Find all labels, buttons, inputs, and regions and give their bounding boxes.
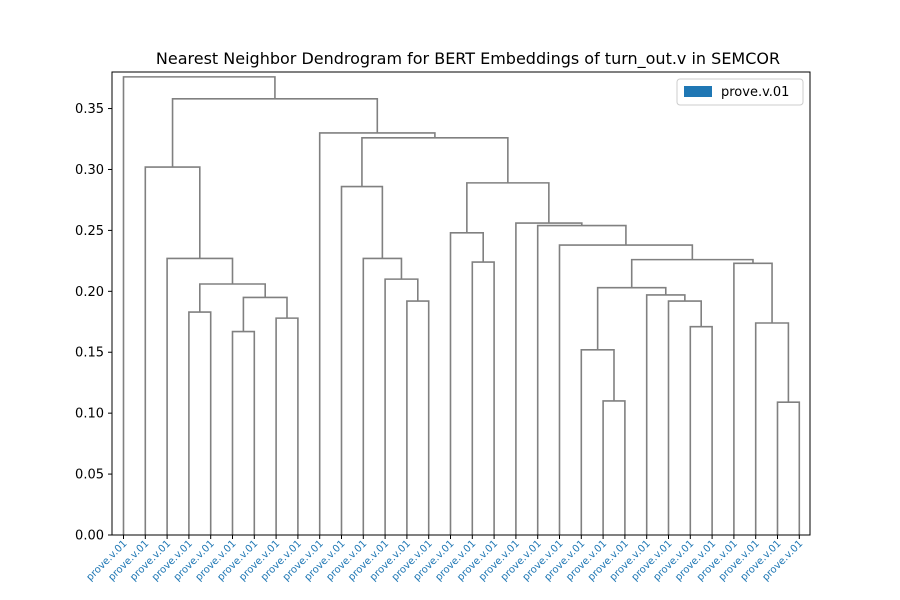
dendrogram-link xyxy=(449,232,484,535)
y-tick-label: 0.05 xyxy=(75,468,104,483)
dendrogram-link xyxy=(596,286,667,350)
y-tick-label: 0.15 xyxy=(75,346,104,361)
dendrogram-link xyxy=(580,349,615,535)
legend: prove.v.01 xyxy=(676,78,804,106)
y-tick-label: 0.35 xyxy=(75,102,104,117)
dendrogram-link xyxy=(630,258,754,288)
dendrogram-link xyxy=(515,222,583,535)
x-axis: prove.v.01prove.v.01prove.v.01prove.v.01… xyxy=(85,535,805,583)
dendrogram-link xyxy=(188,311,212,535)
dendrogram-links xyxy=(122,76,801,535)
dendrogram-link xyxy=(689,325,713,535)
dendrogram-link xyxy=(645,294,686,535)
y-axis: 0.00 0.05 0.10 0.15 0.20 0.25 0.30 0.35 xyxy=(75,102,112,544)
dendrogram-link xyxy=(340,185,384,535)
y-tick-label: 0.20 xyxy=(75,285,104,300)
dendrogram-link xyxy=(754,322,790,535)
dendrogram-link xyxy=(471,261,495,535)
dendrogram-link xyxy=(733,262,773,535)
y-tick-label: 0.25 xyxy=(75,224,104,239)
legend-label: prove.v.01 xyxy=(721,85,789,100)
dendrogram-link xyxy=(318,132,436,535)
dendrogram-link xyxy=(667,300,702,535)
legend-swatch xyxy=(684,86,712,97)
dendrogram-link xyxy=(171,98,379,168)
y-tick-label: 0.00 xyxy=(75,529,104,544)
dendrogram-link xyxy=(275,317,299,535)
dendrogram-link xyxy=(361,136,509,187)
y-tick-label: 0.30 xyxy=(75,163,104,178)
dendrogram-link xyxy=(122,76,276,535)
dendrogram-link xyxy=(406,300,430,535)
dendrogram-link xyxy=(231,330,256,535)
dendrogram-link xyxy=(602,400,626,535)
plot-frame xyxy=(111,71,811,536)
y-tick-label: 0.10 xyxy=(75,407,104,422)
dendrogram-link xyxy=(384,278,419,535)
dendrogram-link xyxy=(776,401,801,535)
dendrogram-link xyxy=(242,296,288,332)
dendrogram-link xyxy=(362,257,403,535)
dendrogram-link xyxy=(144,166,201,535)
dendrogram-link xyxy=(558,244,694,535)
dendrogram-link xyxy=(466,182,550,233)
chart-title: Nearest Neighbor Dendrogram for BERT Emb… xyxy=(156,49,780,69)
legend-box xyxy=(676,78,804,106)
